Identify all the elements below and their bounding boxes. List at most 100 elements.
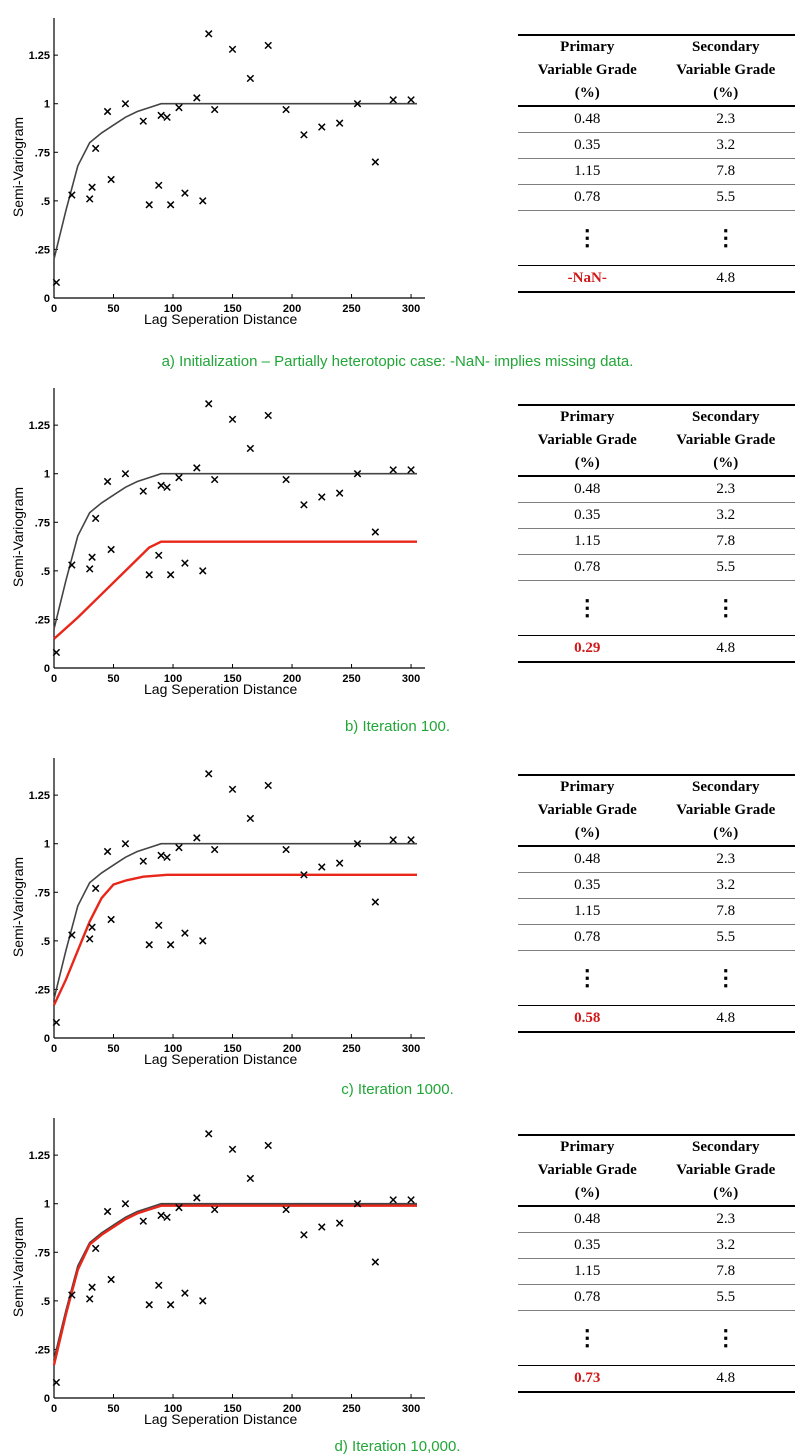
ellipsis-cell: ⋮ [657,951,795,1006]
primary-last-value: 0.29 [518,636,657,663]
data-point [200,198,206,204]
data-point [319,1224,325,1230]
data-point [122,471,128,477]
data-point [122,841,128,847]
primary-last-value: 0.58 [518,1006,657,1033]
y-tick-label: .25 [35,1344,50,1356]
data-point [336,1220,342,1226]
ellipsis-cell: ⋮ [518,581,657,636]
table-cell: 0.78 [518,925,657,951]
x-axis-title: Lag Seperation Distance [144,1411,297,1427]
table-cell: 7.8 [657,899,795,925]
y-tick-label: 1 [44,839,50,851]
data-point [87,566,93,572]
data-point [158,852,164,858]
ellipsis-row: ⋮⋮ [518,1311,795,1366]
data-point [164,114,170,120]
data-point [158,112,164,118]
x-tick-label: 50 [107,673,119,685]
data-point [283,1206,289,1212]
data-point [182,560,188,566]
data-point [229,416,235,422]
table-cell: 2.3 [657,1206,795,1233]
ellipsis-cell: ⋮ [518,211,657,266]
y-axis-title: Semi-Variogram [10,1207,26,1327]
data-point [182,930,188,936]
ellipsis-cell: ⋮ [518,1311,657,1366]
secondary-last-value: 4.8 [657,636,795,663]
data-point [140,118,146,124]
data-point [301,1232,307,1238]
data-point [158,1212,164,1218]
header-line: Secondary [657,776,795,799]
data-point [87,936,93,942]
table-cell: 0.35 [518,873,657,899]
y-tick-label: 1.25 [29,50,50,62]
table-cell: 2.3 [657,476,795,503]
table-cell: 0.78 [518,1285,657,1311]
data-point [146,202,152,208]
table-cell: 7.8 [657,1259,795,1285]
data-point [301,502,307,508]
primary-last-value: -NaN- [518,266,657,293]
x-tick-label: 0 [51,673,57,685]
data-point [122,101,128,107]
data-point [182,190,188,196]
header-line: Primary [518,776,657,799]
data-point [336,120,342,126]
data-point [206,401,212,407]
header-line: Primary [518,1136,657,1159]
table-cell: 3.2 [657,1233,795,1259]
header-line: Secondary [657,406,795,429]
y-tick-label: .75 [35,147,50,159]
data-point [200,568,206,574]
table-cell: 0.48 [518,106,657,133]
data-point [176,474,182,480]
y-tick-label: 1.25 [29,790,50,802]
table-cell: 0.78 [518,555,657,581]
y-tick-label: .5 [41,936,50,948]
header-line: Variable Grade [518,59,657,82]
data-point [89,1284,95,1290]
data-point [265,1142,271,1148]
data-point [247,1175,253,1181]
primary-last-value: 0.73 [518,1366,657,1393]
x-tick-label: 300 [402,1043,420,1055]
header-line: Secondary [657,36,795,59]
data-point [206,1131,212,1137]
table-cell: 1.15 [518,159,657,185]
header-line: Variable Grade [518,429,657,452]
data-point [390,837,396,843]
y-tick-label: .25 [35,244,50,256]
data-point [108,1276,114,1282]
data-point [87,1296,93,1302]
data-point [122,1201,128,1207]
data-point [301,132,307,138]
iteration-fit-curve [54,1206,417,1365]
data-point [176,104,182,110]
data-point [211,106,217,112]
x-tick-label: 250 [342,1403,360,1415]
secondary-last-value: 4.8 [657,1366,795,1393]
header-line: Variable Grade [657,59,795,82]
secondary-last-value: 4.8 [657,1006,795,1033]
data-point [146,572,152,578]
data-point [108,916,114,922]
data-point [146,942,152,948]
data-point [164,484,170,490]
